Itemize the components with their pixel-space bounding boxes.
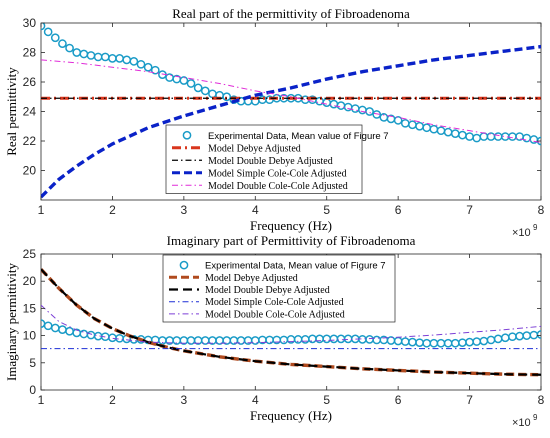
legend-box xyxy=(165,124,363,194)
series-line-4 xyxy=(41,304,541,344)
x-tick-label: 2 xyxy=(109,203,116,217)
x-axis-exponent: ×10 xyxy=(512,417,531,429)
x-tick-label: 6 xyxy=(395,203,402,217)
data-point-marker xyxy=(536,330,541,339)
x-axis-exponent-power: 9 xyxy=(533,223,538,232)
data-point-marker xyxy=(150,65,160,75)
x-tick-label: 4 xyxy=(252,393,259,407)
data-point-marker xyxy=(200,86,210,96)
series-experimental-markers xyxy=(41,23,541,146)
y-tick-label: 0 xyxy=(29,383,36,397)
x-tick-label: 2 xyxy=(109,393,116,407)
data-point-marker xyxy=(129,57,139,66)
y-tick-label: 26 xyxy=(23,75,37,89)
y-tick-label: 20 xyxy=(23,164,37,178)
data-point-marker xyxy=(143,62,153,72)
x-tick-label: 5 xyxy=(323,203,330,217)
data-point-marker xyxy=(65,43,74,53)
x-tick-label: 6 xyxy=(395,393,402,407)
data-point-marker xyxy=(136,59,146,69)
x-tick-label: 5 xyxy=(323,393,330,407)
x-tick-label: 8 xyxy=(538,393,545,407)
y-tick-label: 28 xyxy=(23,46,37,60)
data-point-marker xyxy=(193,83,203,93)
y-axis-label: Imaginary permittivity xyxy=(4,262,19,381)
data-point-marker xyxy=(58,39,67,49)
legend-marker xyxy=(179,260,189,270)
x-axis-exponent-power: 9 xyxy=(533,413,538,422)
legend-entry-label: Model Debye Adjusted xyxy=(205,273,298,284)
data-point-marker xyxy=(222,92,232,102)
data-point-marker xyxy=(179,76,189,85)
x-tick-label: 3 xyxy=(181,203,188,217)
y-tick-label: 30 xyxy=(23,16,37,30)
legend-entry-label: Model Double Debye Adjusted xyxy=(205,285,330,296)
data-point-marker xyxy=(365,107,374,116)
x-tick-label: 3 xyxy=(181,393,188,407)
y-tick-label: 5 xyxy=(29,356,36,370)
data-point-marker xyxy=(186,79,196,88)
x-axis-label: Frequency (Hz) xyxy=(250,408,332,423)
legend-entry-label: Model Debye Adjusted xyxy=(208,143,301,154)
y-axis-label: Real permittivity xyxy=(4,67,19,156)
series-line-2 xyxy=(41,268,541,376)
legend-entry-label: Experimental Data, Mean value of Figure … xyxy=(208,131,389,142)
legend-box xyxy=(162,254,396,323)
x-tick-label: 1 xyxy=(38,203,45,217)
series-line-4 xyxy=(41,59,541,143)
data-point-marker xyxy=(393,116,403,125)
data-point-marker xyxy=(43,27,53,37)
legend-entry-label: Model Double Cole-Cole Adjusted xyxy=(208,181,348,192)
data-layer xyxy=(41,268,541,377)
legend-entry-label: Model Simple Cole-Cole Adjusted xyxy=(208,168,347,179)
x-axis-label: Frequency (Hz) xyxy=(250,218,332,233)
legend-entry-label: Model Double Debye Adjusted xyxy=(208,156,333,167)
y-tick-label: 24 xyxy=(23,105,37,119)
data-point-marker xyxy=(372,110,382,119)
legend: Experimental Data, Mean value of Figure … xyxy=(165,124,389,194)
legend-entry-label: Model Double Cole-Cole Adjusted xyxy=(205,309,345,320)
legend-entry-label: Experimental Data, Mean value of Figure … xyxy=(205,261,386,272)
series-line-3 xyxy=(41,44,541,199)
x-tick-label: 8 xyxy=(538,203,545,217)
y-tick-label: 22 xyxy=(23,134,37,148)
y-tick-label: 10 xyxy=(23,329,37,343)
chart-title: Imaginary part of Permittivity of Fibroa… xyxy=(167,233,416,248)
x-tick-label: 1 xyxy=(38,393,45,407)
chart-title: Real part of the permittivity of Fibroad… xyxy=(172,6,410,21)
y-tick-label: 15 xyxy=(23,301,37,315)
x-tick-label: 7 xyxy=(466,393,473,407)
data-point-marker xyxy=(41,23,46,31)
real-permittivity-panel: 1 2 3 4 5 6 7 8 20 22 24 26 28 30 Real part of the per… xyxy=(4,6,545,239)
imaginary-permittivity-panel: 1 2 3 4 5 6 7 8 0 5 10 15 20 25 Imaginary part of Perm… xyxy=(4,233,545,429)
data-point-marker xyxy=(50,33,60,43)
legend-entry-label: Model Simple Cole-Cole Adjusted xyxy=(205,297,344,308)
legend: Experimental Data, Mean value of Figure … xyxy=(162,254,396,323)
x-tick-label: 4 xyxy=(252,203,259,217)
x-tick-label: 7 xyxy=(466,203,473,217)
x-axis-exponent: ×10 xyxy=(512,227,531,239)
y-tick-label: 20 xyxy=(23,274,37,288)
data-layer xyxy=(41,23,541,199)
y-tick-label: 25 xyxy=(23,247,37,261)
legend-marker xyxy=(182,130,192,140)
